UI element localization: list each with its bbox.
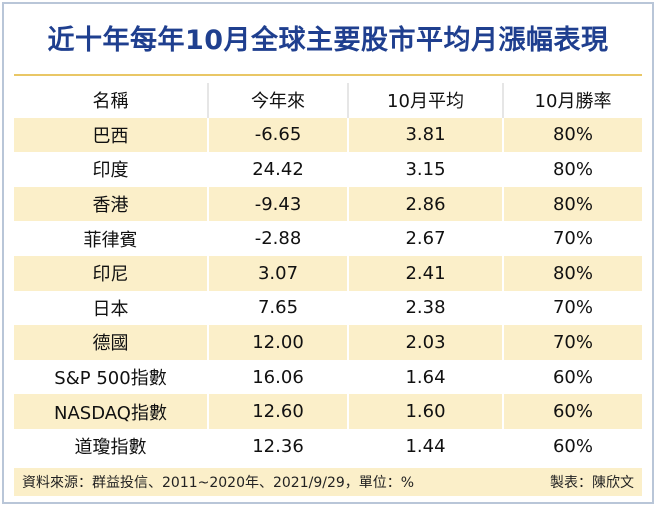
table-cell: 香港 — [14, 186, 209, 222]
table-cell: 道瓊指數 — [14, 428, 209, 464]
table-cell: 70% — [552, 228, 593, 250]
table-cell: 12.60 — [209, 394, 349, 429]
table-cell: 80% — [552, 158, 593, 180]
table-cell: 1.60 — [349, 394, 504, 429]
divider — [14, 74, 642, 76]
table-cell: 2.86 — [349, 186, 504, 222]
table-cell: -9.43 — [209, 186, 349, 222]
table-cell: 印尼 — [14, 255, 209, 291]
table-cell: S&P 500指數 — [14, 359, 209, 395]
table-cell: 24.42 — [209, 152, 349, 187]
table-cell: 16.06 — [209, 359, 349, 395]
table-cell: 70% — [552, 331, 593, 353]
table-cell: 巴西 — [14, 117, 209, 153]
table-row: 菲律賓 -2.88 2.67 70% — [14, 221, 642, 256]
table-cell: 80% — [552, 262, 593, 284]
table-row: 印尼 3.07 2.41 80% — [14, 255, 642, 291]
table-cell: 2.41 — [349, 255, 504, 291]
table-cell: 12.00 — [209, 325, 349, 360]
table-cell: 3.81 — [349, 117, 504, 153]
table-row: S&P 500指數 16.06 1.64 60% — [14, 359, 642, 395]
table-cell: 1.44 — [349, 428, 504, 464]
table-cell: 德國 — [14, 325, 209, 360]
table-cell: 60% — [552, 435, 593, 457]
table-row: 德國 12.00 2.03 70% — [14, 325, 642, 360]
title: 近十年每年10月全球主要股市平均月漲幅表現 — [47, 25, 609, 56]
column-header: 名稱 — [14, 83, 209, 118]
table-cell: 2.03 — [349, 325, 504, 360]
table-cell: 3.07 — [209, 255, 349, 291]
table-cell: 3.15 — [349, 152, 504, 187]
table-cell: 7.65 — [209, 290, 349, 326]
table-row: 巴西 -6.65 3.81 80% — [14, 117, 642, 153]
table-cell: 日本 — [14, 290, 209, 326]
table-cell: -2.88 — [209, 221, 349, 256]
table-cell: 印度 — [14, 152, 209, 187]
table-cell: -6.65 — [209, 117, 349, 153]
table-cell: 2.38 — [349, 290, 504, 326]
table-cell: 70% — [552, 297, 593, 319]
table-row: 香港 -9.43 2.86 80% — [14, 186, 642, 222]
table-row: NASDAQ指數 12.60 1.60 60% — [14, 394, 642, 429]
source: 資料來源：群益投信、2011~2020年、2021/9/29，單位：% — [22, 475, 415, 491]
table-row: 印度 24.42 3.15 80% — [14, 152, 642, 187]
column-header: 今年來 — [209, 83, 349, 118]
table: 名稱 今年來 10月平均 10月勝率 巴西 -6.65 3.81 80% 印度 24.42 3.15… — [14, 83, 642, 464]
table-cell: 60% — [552, 366, 593, 388]
table-cell: NASDAQ指數 — [14, 394, 209, 429]
table-cell: 菲律賓 — [14, 221, 209, 256]
footer: 資料來源：群益投信、2011~2020年、2021/9/29，單位：% 製表：陳… — [14, 468, 642, 496]
table-cell: 80% — [552, 124, 593, 146]
column-header: 10月勝率 — [534, 91, 612, 113]
table-cell: 12.36 — [209, 428, 349, 464]
table-row: 道瓊指數 12.36 1.44 60% — [14, 428, 642, 464]
table-cell: 2.67 — [349, 221, 504, 256]
header-row: 名稱 今年來 10月平均 10月勝率 — [14, 83, 642, 118]
table-cell: 1.64 — [349, 359, 504, 395]
table-row: 日本 7.65 2.38 70% — [14, 290, 642, 326]
column-header: 10月平均 — [349, 83, 504, 118]
credit: 製表：陳欣文 — [550, 475, 634, 491]
table-cell: 80% — [552, 193, 593, 215]
table-cell: 60% — [552, 401, 593, 423]
